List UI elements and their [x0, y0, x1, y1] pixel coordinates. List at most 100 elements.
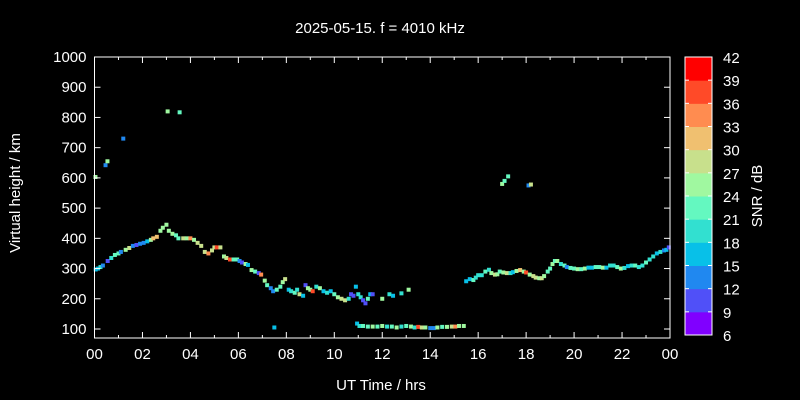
y-axis-label: Virtual height / km: [7, 133, 24, 253]
data-point: [404, 323, 409, 328]
data-point: [618, 266, 623, 271]
data-point: [399, 324, 404, 329]
data-point: [305, 286, 310, 291]
data-point: [658, 249, 663, 254]
data-point: [391, 293, 396, 298]
data-point: [514, 268, 519, 273]
data-point: [510, 270, 515, 275]
data-point: [317, 286, 322, 291]
data-point: [214, 245, 219, 250]
data-point: [301, 293, 306, 298]
colorbar-band: [685, 57, 712, 81]
x-tick-label: 20: [566, 346, 583, 363]
x-tick-label: 06: [230, 346, 247, 363]
data-point: [636, 265, 641, 270]
data-point: [651, 254, 656, 259]
data-point: [363, 301, 368, 306]
data-point: [243, 262, 248, 267]
colorbar-tick-label: 39: [723, 73, 740, 90]
data-point: [528, 182, 533, 187]
data-point: [130, 243, 135, 248]
data-point: [224, 255, 229, 260]
data-point: [346, 296, 351, 301]
data-point: [151, 236, 156, 241]
data-point: [579, 267, 584, 272]
data-point: [289, 289, 294, 294]
data-point: [303, 283, 308, 288]
data-point: [268, 286, 273, 291]
data-point: [231, 257, 236, 262]
data-point: [256, 271, 261, 276]
x-tick-label: 00: [662, 346, 679, 363]
data-point: [471, 278, 476, 283]
x-tick-label: 22: [614, 346, 631, 363]
colorbar-band: [685, 242, 712, 266]
data-point: [389, 324, 394, 329]
x-axis-label: UT Time / hrs: [336, 377, 426, 394]
data-point: [542, 274, 547, 279]
data-point: [489, 271, 494, 276]
data-points: [93, 109, 671, 331]
data-point: [339, 296, 344, 301]
data-point: [644, 260, 649, 265]
data-point: [568, 265, 573, 270]
x-tick-label: 14: [422, 346, 439, 363]
data-point: [387, 292, 392, 297]
colorbar-band: [685, 126, 712, 151]
data-point: [486, 267, 491, 272]
data-point: [633, 263, 638, 268]
data-point: [98, 265, 103, 270]
data-point: [502, 178, 507, 183]
data-point: [314, 284, 319, 289]
data-point: [112, 252, 117, 257]
data-point: [394, 325, 399, 330]
data-point: [504, 271, 509, 276]
y-tick-label: 600: [61, 170, 86, 187]
data-point: [249, 268, 254, 273]
data-point: [500, 181, 505, 186]
data-point: [349, 292, 354, 297]
data-point: [626, 264, 631, 269]
x-tick-label: 08: [278, 346, 295, 363]
y-tick-label: 100: [61, 321, 86, 338]
data-point: [590, 265, 595, 270]
data-point: [148, 237, 153, 242]
data-point: [145, 239, 150, 244]
colorbar-band: [685, 196, 712, 220]
data-point: [272, 325, 277, 330]
y-tick-label: 300: [61, 261, 86, 278]
data-point: [174, 233, 179, 238]
data-point: [245, 262, 250, 267]
data-point: [399, 291, 404, 296]
data-point: [165, 109, 170, 114]
colorbar-tick-label: 12: [723, 282, 740, 299]
colorbar-tick-label: 30: [723, 143, 740, 160]
y-tick-label: 700: [61, 140, 86, 157]
data-point: [321, 289, 326, 294]
colorbar-tick-label: 42: [723, 50, 740, 67]
data-point: [622, 265, 627, 270]
data-point: [356, 292, 361, 297]
colorbar-tick-label: 33: [723, 120, 740, 137]
data-point: [259, 272, 264, 277]
y-tick-label: 900: [61, 79, 86, 96]
data-point: [105, 259, 110, 263]
data-point: [562, 263, 567, 268]
data-point: [212, 245, 217, 250]
data-point: [464, 279, 469, 284]
data-point: [518, 268, 523, 273]
data-point: [416, 324, 421, 329]
data-point: [138, 241, 143, 246]
data-point: [456, 323, 461, 328]
data-point: [109, 255, 114, 260]
data-point: [558, 262, 563, 267]
x-tick-label: 18: [518, 346, 535, 363]
data-point: [666, 245, 671, 250]
data-point: [552, 259, 557, 263]
data-point: [361, 323, 366, 328]
data-point: [181, 236, 186, 241]
data-point: [380, 296, 385, 301]
data-point: [435, 325, 440, 330]
